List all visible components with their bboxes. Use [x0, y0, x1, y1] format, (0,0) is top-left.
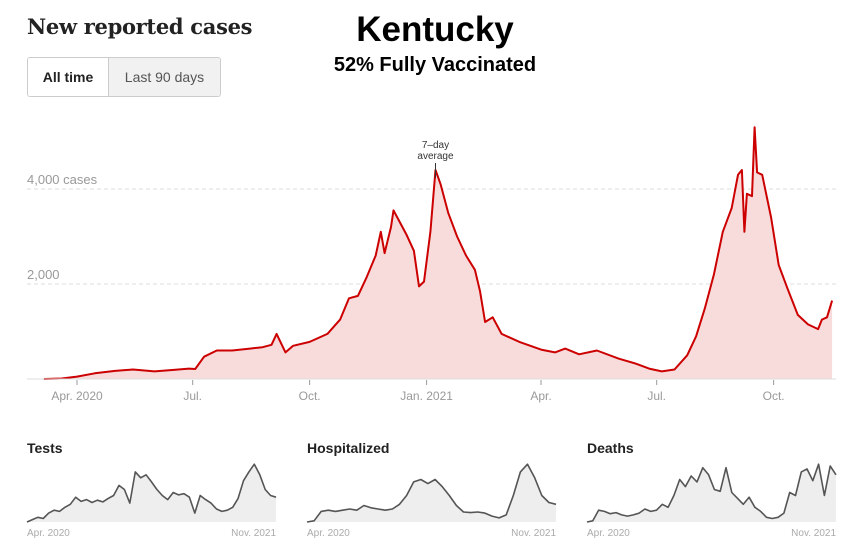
x-end-label: Nov. 2021: [791, 528, 836, 539]
hospitalized-title: Hospitalized: [307, 440, 390, 456]
state-name: Kentucky: [356, 10, 514, 49]
x-tick-label: Jul.: [183, 389, 202, 403]
sparkline: [306, 463, 557, 523]
sparkline-area: [27, 464, 276, 522]
sparkline-area: [587, 464, 836, 522]
sparkline: [586, 463, 837, 523]
x-end-label: Nov. 2021: [231, 528, 276, 539]
x-tick-label: Jan. 2021: [400, 389, 453, 403]
cases-line: [43, 126, 834, 380]
time-range-toggle: All time Last 90 days: [27, 57, 221, 97]
tests-title: Tests: [27, 440, 63, 456]
x-tick-label: Oct.: [763, 389, 785, 403]
x-tick-label: Apr.: [530, 389, 551, 403]
x-start-label: Apr. 2020: [27, 528, 70, 539]
x-start-label: Apr. 2020: [307, 528, 350, 539]
sparkline: [26, 463, 277, 523]
hospitalized-chart: Apr. 2020 Nov. 2021: [306, 463, 557, 539]
y-tick-label: 2,000: [27, 267, 60, 282]
annotation-label: average: [417, 151, 454, 162]
cases-chart: 2,000 4,000 cases Apr. 2020 Jul. Oct. Jan. 2…: [27, 126, 836, 403]
x-start-label: Apr. 2020: [587, 528, 630, 539]
deaths-chart: Apr. 2020 Nov. 2021: [586, 463, 837, 539]
x-tick-label: Oct.: [299, 389, 321, 403]
last-90-days-button[interactable]: Last 90 days: [109, 58, 220, 96]
x-end-label: Nov. 2021: [511, 528, 556, 539]
all-time-button[interactable]: All time: [28, 58, 109, 96]
tests-chart: Apr. 2020 Nov. 2021: [26, 463, 277, 539]
sparkline-area: [307, 464, 556, 522]
vaccination-rate: 52% Fully Vaccinated: [333, 54, 537, 76]
y-tick-label: 4,000 cases: [27, 172, 98, 187]
x-tick-label: Jul.: [647, 389, 666, 403]
x-tick-label: Apr. 2020: [51, 389, 103, 403]
cases-area: [43, 127, 833, 379]
chart-title: New reported cases: [27, 14, 253, 39]
deaths-title: Deaths: [587, 440, 634, 456]
annotation-label: 7–day: [422, 140, 449, 151]
